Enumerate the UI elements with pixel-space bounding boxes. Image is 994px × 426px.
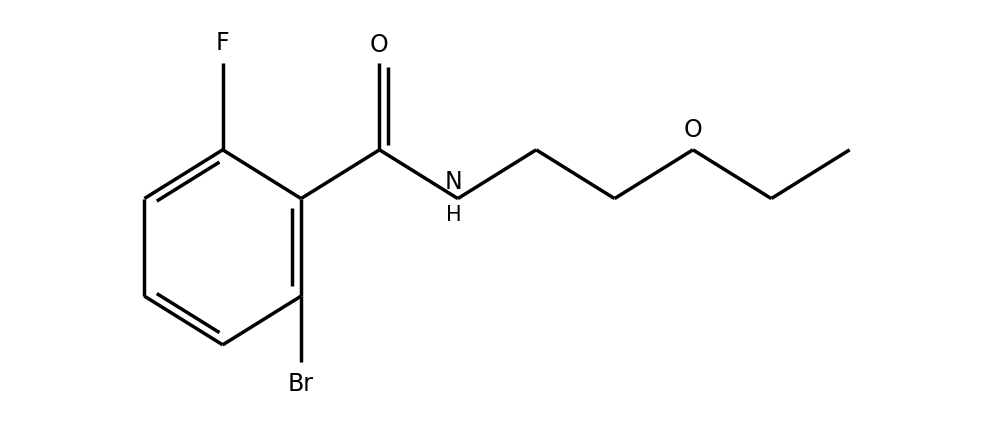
Text: O: O xyxy=(684,118,703,142)
Text: Br: Br xyxy=(288,371,314,395)
Text: H: H xyxy=(445,204,461,224)
Text: O: O xyxy=(370,33,389,57)
Text: N: N xyxy=(444,170,462,194)
Text: F: F xyxy=(216,31,230,55)
